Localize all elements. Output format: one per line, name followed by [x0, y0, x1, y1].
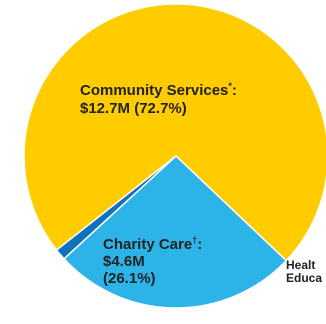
community-services-label: Community Services*: — [80, 81, 237, 99]
slice-charity-care — [62, 154, 288, 309]
community-services-value-line: $12.7M (72.7%) — [80, 100, 187, 117]
community-services-value: $12.7M — [80, 100, 130, 117]
community-services-marker: * — [228, 81, 232, 91]
health-education-label-line1: Healt — [286, 258, 315, 272]
slice-health-professions-education — [55, 155, 177, 260]
charity-care-name: Charity Care — [103, 236, 192, 253]
charity-care-value: $4.6M — [103, 253, 145, 270]
community-services-name: Community Services — [80, 82, 228, 99]
pie-slices — [23, 3, 326, 309]
charity-care-marker: † — [192, 235, 197, 245]
charity-care-percent: (26.1%) — [103, 270, 156, 287]
community-services-percent: (72.7%) — [134, 100, 187, 117]
charity-care-label: Charity Care†: — [103, 235, 202, 253]
health-education-label-line2: Educa — [286, 271, 322, 285]
slice-community-services — [23, 3, 326, 262]
